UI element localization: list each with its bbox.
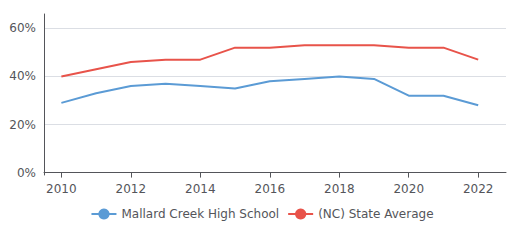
- svg-text:2018: 2018: [324, 182, 355, 196]
- svg-text:2022: 2022: [463, 182, 494, 196]
- svg-text:2014: 2014: [185, 182, 216, 196]
- svg-text:2012: 2012: [116, 182, 147, 196]
- svg-text:0%: 0%: [17, 166, 36, 180]
- svg-text:2016: 2016: [255, 182, 286, 196]
- svg-text:Mallard Creek High School: Mallard Creek High School: [121, 207, 279, 221]
- svg-text:60%: 60%: [9, 21, 36, 35]
- svg-text:2020: 2020: [393, 182, 424, 196]
- svg-text:(NC) State Average: (NC) State Average: [318, 207, 433, 221]
- svg-text:40%: 40%: [9, 69, 36, 83]
- svg-text:20%: 20%: [9, 118, 36, 132]
- svg-text:2010: 2010: [46, 182, 77, 196]
